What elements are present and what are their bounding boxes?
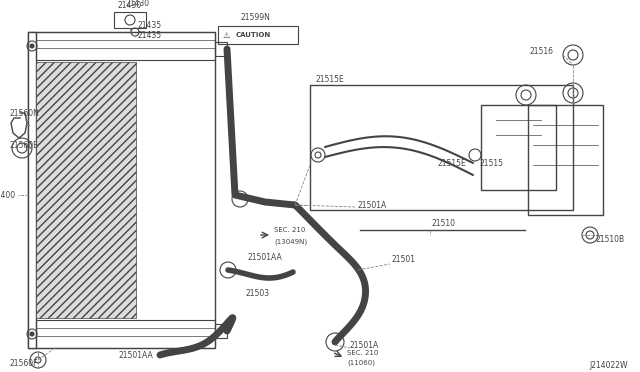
Bar [36,32,215,60]
Text: 21430: 21430 [118,1,142,10]
Text: 21501A: 21501A [357,201,387,209]
Text: 21503: 21503 [246,289,270,298]
Text: 21515E: 21515E [315,76,344,84]
Text: 21515: 21515 [480,158,504,167]
Bar [215,42,227,56]
Bar [215,324,227,338]
Circle shape [30,332,34,336]
Text: SEC. 210: SEC. 210 [274,227,305,233]
Text: 21560F: 21560F [10,359,38,368]
Text: 21435: 21435 [138,32,162,41]
Bar [36,62,136,318]
Text: 21501AA: 21501AA [248,253,283,263]
Circle shape [30,44,34,48]
Text: 21510B: 21510B [595,235,624,244]
Text: 21400: 21400 [0,190,16,199]
Text: 21501A: 21501A [350,340,380,350]
Text: 21435: 21435 [138,22,162,31]
Text: 21430: 21430 [126,0,150,9]
Text: 21501: 21501 [392,256,416,264]
Text: ⚠: ⚠ [223,31,230,39]
Bar [310,85,573,210]
Bar [481,105,556,190]
Bar [36,320,215,348]
Bar [218,26,298,44]
Text: 21510: 21510 [432,219,456,228]
Bar [28,32,215,348]
Text: 21560E: 21560E [10,141,39,150]
Text: CAUTION: CAUTION [236,32,271,38]
Text: J214022W: J214022W [589,360,628,369]
Text: SEC. 210: SEC. 210 [347,350,378,356]
Text: 21560N: 21560N [10,109,40,118]
Bar [28,32,36,348]
Bar [114,12,146,28]
Text: 21515E: 21515E [438,158,467,167]
Text: 21501AA: 21501AA [118,350,153,359]
Text: 21599N: 21599N [240,13,270,22]
Text: (11060): (11060) [347,360,375,366]
Text: 21516: 21516 [530,48,554,57]
Text: (13049N): (13049N) [274,239,307,245]
Bar [528,105,603,215]
